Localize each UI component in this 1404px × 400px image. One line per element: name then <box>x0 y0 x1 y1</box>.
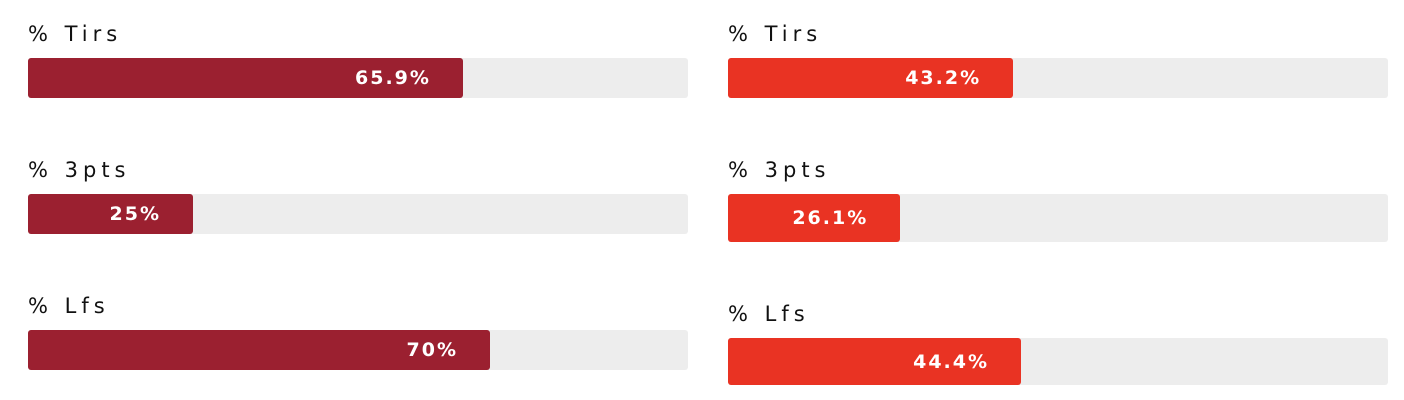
category-label: % Lfs <box>28 294 110 318</box>
bar-track: 26.1% <box>728 194 1388 242</box>
bar: 44.4% <box>728 338 1022 385</box>
bar-track: 43.2% <box>728 58 1388 98</box>
category-label: % Tirs <box>28 22 123 46</box>
category-label: % 3pts <box>28 158 131 182</box>
category-label: % Lfs <box>728 302 810 326</box>
bar: 25% <box>28 194 193 234</box>
bar: 26.1% <box>728 194 901 242</box>
bar-track: 70% <box>28 330 688 370</box>
bar-value-label: 44.4% <box>913 350 990 373</box>
bar-value-label: 43.2% <box>905 67 982 89</box>
bar-track: 65.9% <box>28 58 688 98</box>
bar: 43.2% <box>728 58 1014 98</box>
bar-value-label: 26.1% <box>792 207 869 229</box>
bar: 65.9% <box>28 58 463 98</box>
bar-track: 25% <box>28 194 688 234</box>
bar-track: 44.4% <box>728 338 1388 385</box>
bar-value-label: 65.9% <box>355 67 431 89</box>
category-label: % 3pts <box>728 158 831 182</box>
bar-value-label: 70% <box>406 339 458 361</box>
category-label: % Tirs <box>728 22 823 46</box>
bar: 70% <box>28 330 490 370</box>
bar-value-label: 25% <box>109 203 161 225</box>
